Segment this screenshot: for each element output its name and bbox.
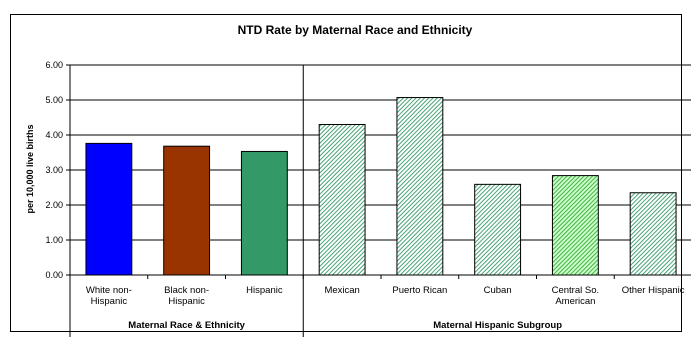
bar bbox=[629, 192, 677, 276]
y-tick-label: 1.00 bbox=[45, 235, 63, 245]
y-tick-label: 3.00 bbox=[45, 165, 63, 175]
x-tick-label: Hispanic bbox=[91, 296, 128, 307]
chart-title: NTD Rate by Maternal Race and Ethnicity bbox=[238, 23, 473, 37]
x-tick-label: Hispanic bbox=[168, 296, 205, 307]
y-tick-label: 5.00 bbox=[45, 95, 63, 105]
x-tick-label: Black non- bbox=[164, 285, 209, 296]
bar bbox=[240, 150, 288, 276]
x-tick-label: Puerto Rican bbox=[392, 285, 447, 296]
group-label: Maternal Hispanic Subgroup bbox=[433, 320, 562, 331]
x-tick-label: American bbox=[555, 296, 595, 307]
y-tick-label: 6.00 bbox=[45, 60, 63, 70]
x-tick-label: White non- bbox=[86, 285, 132, 296]
x-tick-label: Other Hispanic bbox=[622, 285, 685, 296]
bar bbox=[474, 183, 522, 276]
bar bbox=[85, 142, 133, 276]
x-tick-label: Hispanic bbox=[246, 285, 283, 296]
bar bbox=[318, 124, 366, 276]
x-tick-label: Central So. bbox=[552, 285, 600, 296]
bar bbox=[396, 97, 444, 276]
bar bbox=[551, 175, 599, 276]
y-tick-label: 4.00 bbox=[45, 130, 63, 140]
bar bbox=[163, 145, 211, 276]
y-tick-label: 2.00 bbox=[45, 200, 63, 210]
group-label: Maternal Race & Ethnicity bbox=[128, 320, 245, 331]
y-axis-label: per 10,000 live births bbox=[25, 124, 35, 213]
x-tick-label: Cuban bbox=[484, 285, 512, 296]
y-tick-label: 0.00 bbox=[45, 270, 63, 280]
x-tick-label: Mexican bbox=[324, 285, 359, 296]
